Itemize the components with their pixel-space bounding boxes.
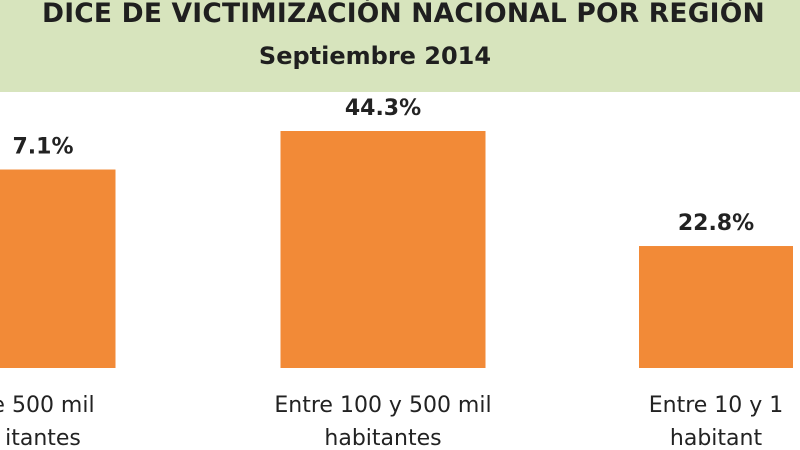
- data-label-3: 22.8%: [678, 211, 754, 236]
- data-label-1: 7.1%: [12, 135, 73, 160]
- title-band: DICE DE VICTIMIZACIÓN NACIONAL POR REGIÓ…: [0, 0, 800, 92]
- bar-1: [0, 169, 116, 368]
- data-label-2: 44.3%: [345, 96, 421, 121]
- category-label-3-line-1: Entre 10 y 1: [649, 393, 784, 418]
- bar-3: [639, 246, 793, 368]
- chart-title: DICE DE VICTIMIZACIÓN NACIONAL POR REGIÓ…: [42, 0, 765, 29]
- chart-subtitle: Septiembre 2014: [258, 42, 492, 70]
- category-label-1-line-2: itantes: [5, 426, 81, 450]
- category-label-1-line-1: e 500 mil: [0, 393, 95, 418]
- category-label-2-line-2: habitantes: [324, 426, 441, 450]
- category-label-3-line-2: habitant: [670, 426, 763, 450]
- category-label-2-line-1: Entre 100 y 500 mil: [274, 393, 491, 418]
- bar-2: [280, 131, 486, 368]
